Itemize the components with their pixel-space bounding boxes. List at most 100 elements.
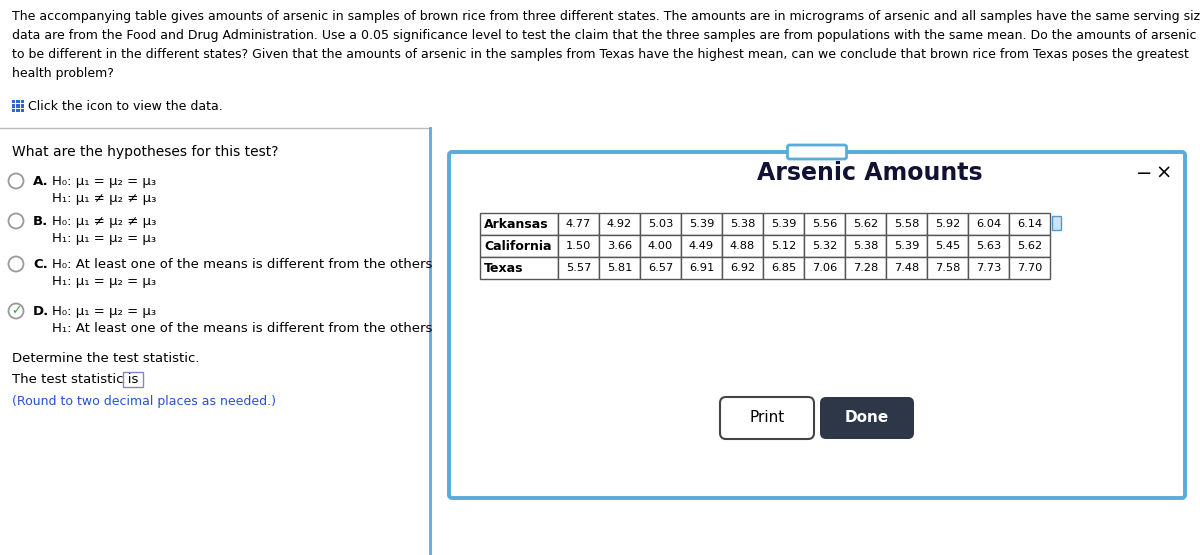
Text: Determine the test statistic.: Determine the test statistic. bbox=[12, 352, 199, 365]
Text: 5.39: 5.39 bbox=[894, 241, 919, 251]
Text: D.: D. bbox=[34, 305, 49, 318]
Bar bbox=[17, 104, 19, 108]
Bar bbox=[640, 257, 682, 279]
Bar bbox=[12, 100, 16, 103]
Bar bbox=[804, 257, 845, 279]
Bar bbox=[928, 257, 968, 279]
Text: 4.00: 4.00 bbox=[648, 241, 673, 251]
Text: 7.06: 7.06 bbox=[812, 263, 838, 273]
Bar bbox=[558, 235, 599, 257]
Text: 4.92: 4.92 bbox=[607, 219, 632, 229]
Text: 5.39: 5.39 bbox=[689, 219, 714, 229]
Text: 7.73: 7.73 bbox=[976, 263, 1001, 273]
Bar bbox=[722, 257, 763, 279]
Bar bbox=[722, 213, 763, 235]
Bar bbox=[1009, 257, 1050, 279]
Text: 6.57: 6.57 bbox=[648, 263, 673, 273]
Bar bbox=[763, 213, 804, 235]
Text: 5.12: 5.12 bbox=[770, 241, 796, 251]
Text: 5.62: 5.62 bbox=[853, 219, 878, 229]
Text: H₁: μ₁ = μ₂ = μ₃: H₁: μ₁ = μ₂ = μ₃ bbox=[52, 232, 156, 245]
Text: 5.81: 5.81 bbox=[607, 263, 632, 273]
Text: 5.92: 5.92 bbox=[935, 219, 960, 229]
Text: 4.49: 4.49 bbox=[689, 241, 714, 251]
Text: H₀: μ₁ = μ₂ = μ₃: H₀: μ₁ = μ₂ = μ₃ bbox=[52, 175, 156, 188]
Bar bbox=[599, 235, 640, 257]
Text: 5.45: 5.45 bbox=[935, 241, 960, 251]
Text: 5.56: 5.56 bbox=[812, 219, 838, 229]
Text: B.: B. bbox=[34, 215, 48, 228]
Bar bbox=[599, 213, 640, 235]
Bar bbox=[640, 213, 682, 235]
Text: Done: Done bbox=[845, 411, 889, 426]
Text: 5.03: 5.03 bbox=[648, 219, 673, 229]
Text: H₁: μ₁ ≠ μ₂ ≠ μ₃: H₁: μ₁ ≠ μ₂ ≠ μ₃ bbox=[52, 192, 156, 205]
Text: 6.91: 6.91 bbox=[689, 263, 714, 273]
Text: H₀: μ₁ ≠ μ₂ ≠ μ₃: H₀: μ₁ ≠ μ₂ ≠ μ₃ bbox=[52, 215, 156, 228]
Bar bbox=[845, 235, 886, 257]
Text: 3.66: 3.66 bbox=[607, 241, 632, 251]
Text: Texas: Texas bbox=[484, 261, 523, 275]
Text: 5.58: 5.58 bbox=[894, 219, 919, 229]
Circle shape bbox=[8, 304, 24, 319]
Bar bbox=[1009, 235, 1050, 257]
Bar bbox=[928, 235, 968, 257]
Bar bbox=[682, 235, 722, 257]
Bar bbox=[845, 257, 886, 279]
Text: (Round to two decimal places as needed.): (Round to two decimal places as needed.) bbox=[12, 395, 276, 408]
Text: H₀: μ₁ = μ₂ = μ₃: H₀: μ₁ = μ₂ = μ₃ bbox=[52, 305, 156, 318]
Bar bbox=[845, 213, 886, 235]
Bar bbox=[1009, 213, 1050, 235]
Text: The accompanying table gives amounts of arsenic in samples of brown rice from th: The accompanying table gives amounts of … bbox=[12, 10, 1200, 80]
Bar bbox=[20, 104, 24, 108]
Bar bbox=[1052, 216, 1061, 230]
Text: 6.04: 6.04 bbox=[976, 219, 1001, 229]
Bar bbox=[640, 235, 682, 257]
Text: 7.58: 7.58 bbox=[935, 263, 960, 273]
Text: 5.63: 5.63 bbox=[976, 241, 1001, 251]
Text: −: − bbox=[1136, 164, 1152, 183]
Bar bbox=[886, 235, 928, 257]
Bar bbox=[968, 213, 1009, 235]
Text: 6.14: 6.14 bbox=[1016, 219, 1042, 229]
Bar bbox=[558, 213, 599, 235]
Bar bbox=[763, 235, 804, 257]
Text: H₁: At least one of the means is different from the others: H₁: At least one of the means is differe… bbox=[52, 322, 432, 335]
Text: 6.92: 6.92 bbox=[730, 263, 755, 273]
Bar bbox=[20, 100, 24, 103]
Bar bbox=[480, 257, 558, 279]
Bar bbox=[722, 235, 763, 257]
Bar bbox=[804, 213, 845, 235]
Text: Arsenic Amounts: Arsenic Amounts bbox=[757, 161, 983, 185]
Text: 7.70: 7.70 bbox=[1016, 263, 1042, 273]
Bar bbox=[12, 104, 16, 108]
Text: 5.39: 5.39 bbox=[770, 219, 796, 229]
Bar bbox=[886, 213, 928, 235]
Text: Print: Print bbox=[749, 411, 785, 426]
FancyBboxPatch shape bbox=[449, 152, 1186, 498]
Text: ×: × bbox=[1156, 164, 1172, 183]
Text: What are the hypotheses for this test?: What are the hypotheses for this test? bbox=[12, 145, 278, 159]
Text: California: California bbox=[484, 240, 552, 253]
Text: 1.50: 1.50 bbox=[566, 241, 592, 251]
Bar bbox=[682, 213, 722, 235]
Bar bbox=[17, 109, 19, 112]
Bar bbox=[886, 257, 928, 279]
Text: H₀: At least one of the means is different from the others: H₀: At least one of the means is differe… bbox=[52, 258, 432, 271]
Text: 5.38: 5.38 bbox=[853, 241, 878, 251]
Bar bbox=[682, 257, 722, 279]
Bar bbox=[558, 257, 599, 279]
Bar bbox=[968, 257, 1009, 279]
Bar bbox=[599, 257, 640, 279]
Text: 5.32: 5.32 bbox=[812, 241, 838, 251]
Bar bbox=[480, 235, 558, 257]
Text: A.: A. bbox=[34, 175, 49, 188]
Text: 4.88: 4.88 bbox=[730, 241, 755, 251]
Bar bbox=[480, 213, 558, 235]
FancyBboxPatch shape bbox=[820, 397, 914, 439]
FancyBboxPatch shape bbox=[720, 397, 814, 439]
Bar bbox=[17, 100, 19, 103]
FancyBboxPatch shape bbox=[787, 145, 846, 159]
Text: ✓: ✓ bbox=[11, 305, 22, 317]
Text: 7.48: 7.48 bbox=[894, 263, 919, 273]
